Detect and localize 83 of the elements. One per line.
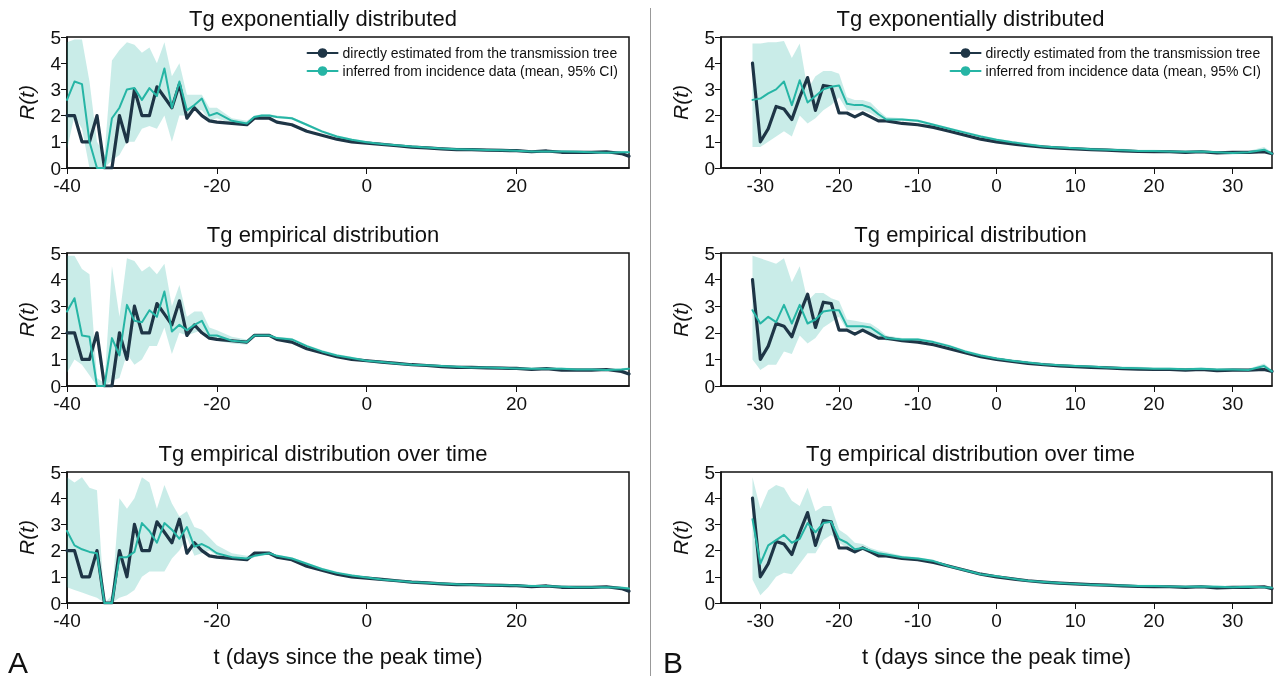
x-tick-label: -10 [904,393,932,414]
y-tick-label: 5 [50,26,61,48]
y-tick-label: 4 [704,52,716,74]
chart-title: Tg empirical distribution [206,221,440,247]
y-tick-label: 4 [50,269,62,291]
y-tick-label: 1 [50,348,61,370]
x-tick-label: 20 [1143,175,1165,196]
legend-label: directly estimated from the transmission tree [342,45,618,61]
x-tick-label: 0 [361,175,373,196]
x-tick-label: -30 [746,393,775,414]
x-tick-label: 10 [1064,610,1086,631]
chart-title: Tg exponentially distributed [189,5,457,31]
y-tick-label: 5 [50,461,61,483]
chart-title: Tg exponentially distributed [836,5,1105,31]
y-tick-label: 1 [704,131,715,153]
y-tick-label: 0 [704,592,715,614]
y-tick-label: 1 [50,131,61,153]
legend-label: directly estimated from the transmission tree [985,45,1261,61]
x-tick-label: 30 [1222,610,1244,631]
x-tick-label: 0 [361,393,373,414]
y-tick-label: 1 [704,566,715,588]
x-tick-label: 0 [991,175,1002,196]
legend-label: inferred from incidence data (mean, 95% CI) [985,63,1262,79]
y-tick-label: 3 [704,78,715,100]
y-axis-title: R(t) [669,520,692,555]
y-tick-label: 3 [50,513,61,535]
x-tick-label: -30 [746,610,775,631]
y-tick-label: 2 [50,105,61,127]
y-tick-label: 4 [50,52,62,74]
y-tick-label: 2 [50,322,61,344]
y-axis-title: R(t) [669,85,692,120]
x-axis-title: t (days since the peak time) [213,643,483,669]
x-tick-label: -10 [904,175,932,196]
x-tick-label: -20 [825,610,853,631]
x-tick-label: -10 [904,610,932,631]
y-tick-label: 3 [704,295,715,317]
x-tick-label: -20 [203,393,231,414]
y-tick-label: 5 [704,242,715,264]
y-tick-label: 2 [704,322,715,344]
text: B [663,645,684,679]
y-tick-label: 5 [704,461,715,483]
x-tick-label: -20 [203,610,231,631]
x-tick-label: -30 [746,175,775,196]
x-tick-label: 0 [361,610,373,631]
y-tick-label: 2 [704,105,715,127]
y-tick-label: 4 [704,269,716,291]
x-tick-label: 10 [1064,175,1086,196]
y-axis-title: R(t) [15,520,38,555]
y-tick-label: 0 [704,157,715,179]
y-tick-label: 4 [704,487,716,509]
x-axis-title: t (days since the peak time) [861,643,1132,669]
x-tick-label: 0 [991,610,1002,631]
x-tick-label: 20 [506,610,528,631]
y-tick-label: 5 [704,26,715,48]
text: A [8,645,29,679]
x-tick-label: -20 [203,175,231,196]
chart-title: Tg empirical distribution over time [806,440,1135,466]
x-tick-label: 20 [506,393,528,414]
y-tick-label: 3 [704,513,715,535]
x-tick-label: 20 [1143,610,1165,631]
x-tick-label: 20 [506,175,528,196]
y-tick-label: 2 [704,540,715,562]
y-axis-title: R(t) [15,85,38,120]
y-tick-label: 1 [704,348,715,370]
x-tick-label: 30 [1222,393,1244,414]
legend-label: inferred from incidence data (mean, 95% CI) [342,63,619,79]
y-tick-label: 5 [50,242,61,264]
chart-title: Tg empirical distribution over time [158,440,488,466]
y-axis-title: R(t) [15,302,38,337]
y-axis-title: R(t) [669,302,692,337]
x-tick-label: 10 [1064,393,1086,414]
y-tick-label: 2 [50,540,61,562]
y-tick-label: 3 [50,295,61,317]
y-tick-label: 0 [704,375,715,397]
y-tick-label: 3 [50,78,61,100]
x-tick-label: 0 [991,393,1002,414]
x-tick-label: -20 [825,175,853,196]
y-tick-label: 1 [50,566,61,588]
x-tick-label: 20 [1143,393,1165,414]
x-tick-label: -20 [825,393,853,414]
chart-title: Tg empirical distribution [854,221,1087,247]
y-tick-label: 4 [50,487,62,509]
x-tick-label: 30 [1222,175,1244,196]
